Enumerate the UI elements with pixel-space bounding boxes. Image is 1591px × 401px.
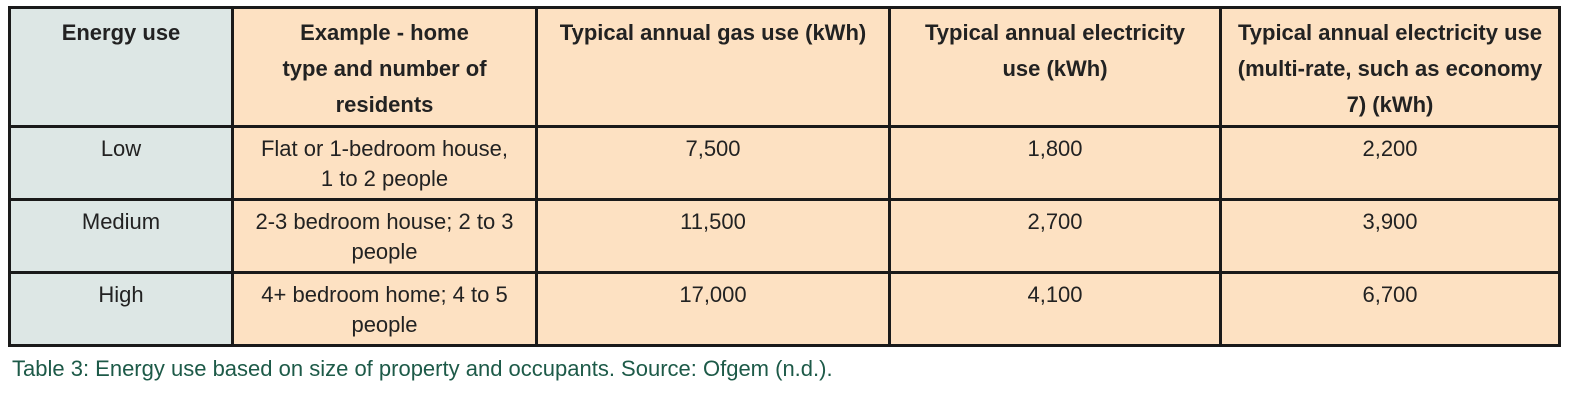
- table-cell: 3,900: [1219, 198, 1561, 274]
- header-cell: Typical annual electricity use (kWh): [888, 6, 1222, 128]
- header-cell: Typical annual gas use (kWh): [535, 6, 891, 128]
- caption: Table 3: Energy use based on size of pro…: [12, 356, 833, 381]
- energy-table: Energy use Example - home type and number…: [8, 6, 1561, 347]
- table-cell: Medium: [8, 198, 234, 274]
- header-cell: Energy use: [8, 6, 234, 128]
- table-cell: Flat or 1-bedroom house, 1 to 2 people: [231, 125, 538, 201]
- table-cell: 1,800: [888, 125, 1222, 201]
- header-cell: Example - home type and number of reside…: [231, 6, 538, 128]
- table-row: Low Flat or 1-bedroom house, 1 to 2 peopl…: [8, 125, 1561, 201]
- table-cell: 11,500: [535, 198, 891, 274]
- header-row: Energy use Example - home type and number…: [8, 6, 1561, 128]
- table-body: Low Flat or 1-bedroom house, 1 to 2 peopl…: [8, 125, 1561, 347]
- table-cell: 2,700: [888, 198, 1222, 274]
- table-cell: 4,100: [888, 271, 1222, 347]
- table-row: Medium 2-3 bedroom house; 2 to 3 people 11…: [8, 198, 1561, 274]
- table-cell: Low: [8, 125, 234, 201]
- table-cell: 4+ bedroom home; 4 to 5 people: [231, 271, 538, 347]
- table-cell: 2,200: [1219, 125, 1561, 201]
- table-row: High 4+ bedroom home; 4 to 5 people 17,000…: [8, 271, 1561, 347]
- table-cell: High: [8, 271, 234, 347]
- table-cell: 17,000: [535, 271, 891, 347]
- table-cell: 6,700: [1219, 271, 1561, 347]
- table-cell: 2-3 bedroom house; 2 to 3 people: [231, 198, 538, 274]
- table-cell: 7,500: [535, 125, 891, 201]
- header-cell: Typical annual electricity use (multi-ra…: [1219, 6, 1561, 128]
